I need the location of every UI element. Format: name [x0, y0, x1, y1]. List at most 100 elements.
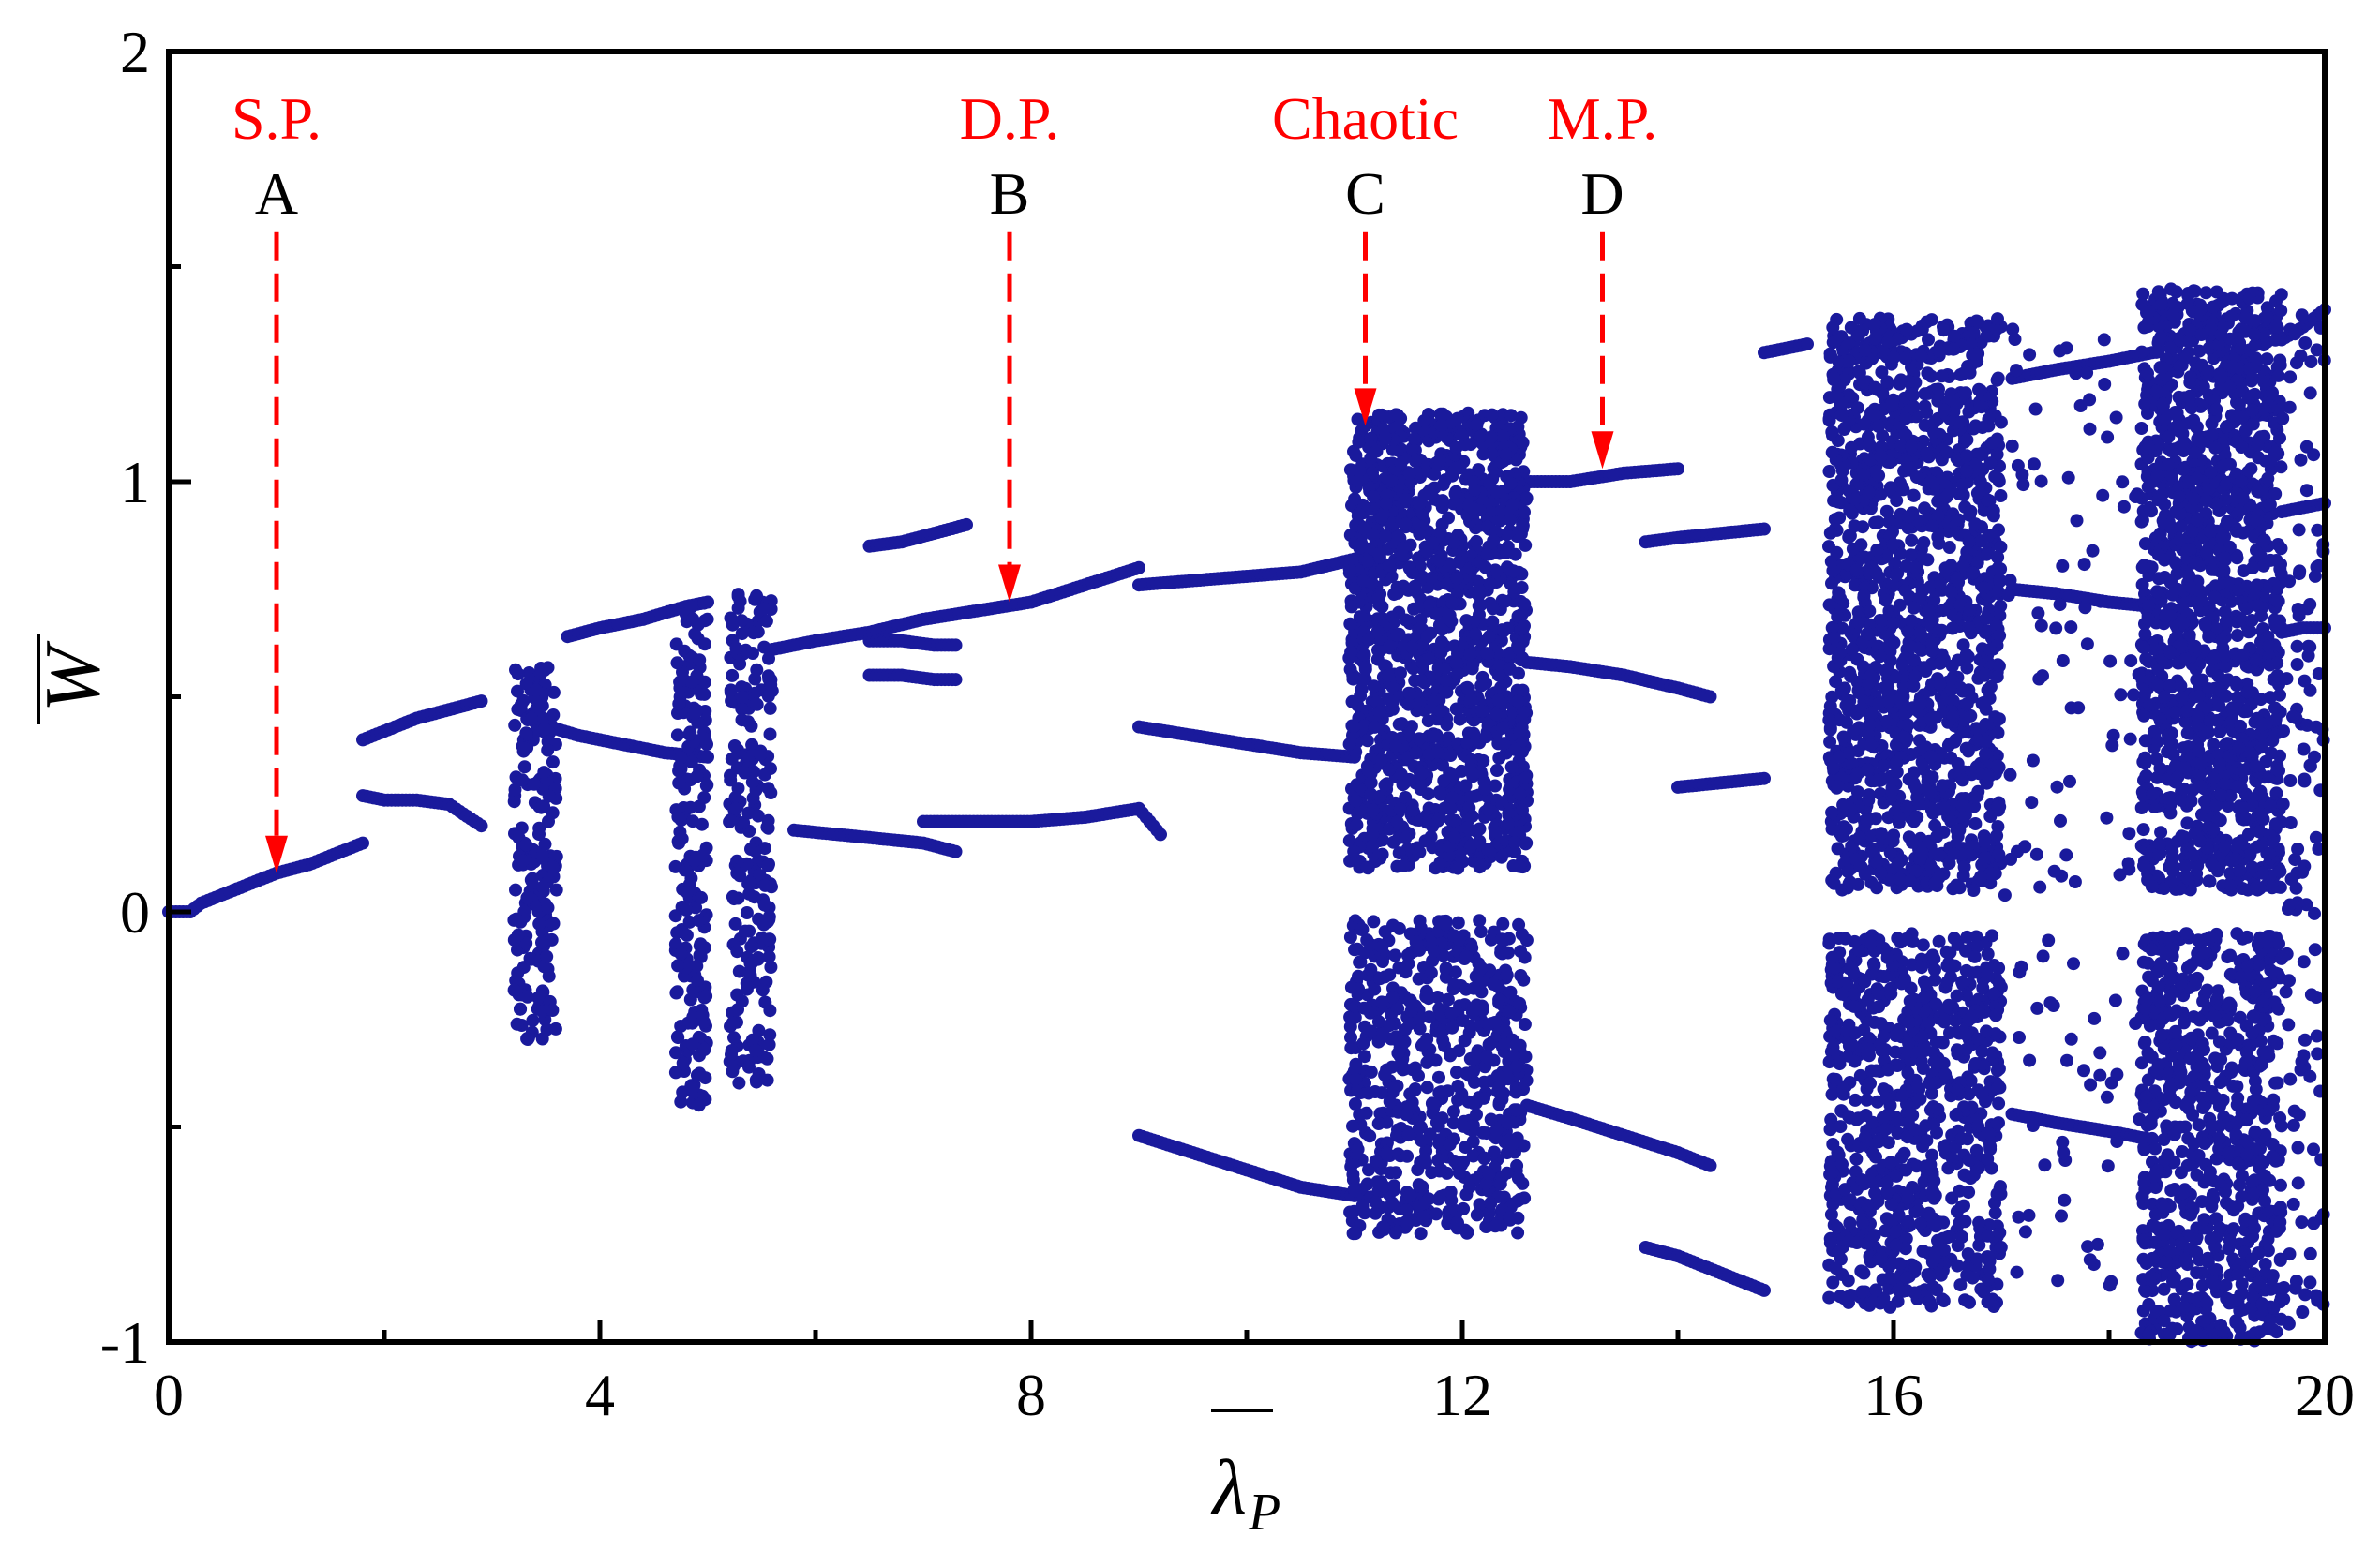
data-point: [537, 960, 551, 974]
data-point: [1502, 816, 1515, 830]
data-point: [1875, 614, 1889, 628]
data-point: [1360, 734, 1374, 748]
data-point: [1489, 825, 1503, 839]
data-point: [685, 1082, 699, 1096]
data-point: [542, 789, 556, 803]
data-point: [1357, 1206, 1371, 1220]
data-point: [1510, 1103, 1524, 1117]
data-point: [1491, 737, 1505, 751]
data-point: [1448, 486, 1462, 500]
data-point: [508, 783, 522, 797]
data-point: [1392, 846, 1406, 860]
data-point: [1348, 492, 1362, 506]
data-point: [1491, 979, 1505, 993]
data-point: [1484, 430, 1498, 444]
data-point: [1400, 1216, 1415, 1230]
data-point: [1380, 1147, 1394, 1161]
data-point: [1461, 682, 1475, 696]
data-point: [1400, 1149, 1415, 1163]
data-point: [1801, 337, 1814, 351]
data-point: [671, 1031, 685, 1045]
data-point: [1420, 630, 1434, 644]
data-point: [521, 1033, 534, 1046]
data-point: [1479, 730, 1493, 744]
data-point: [762, 1037, 776, 1051]
data-point: [1363, 1129, 1377, 1143]
data-point: [1349, 1227, 1363, 1240]
data-point: [668, 1066, 682, 1080]
data-point: [1344, 563, 1358, 577]
data-point: [1400, 1108, 1414, 1122]
data-point: [1489, 708, 1503, 722]
data-point: [1459, 779, 1473, 793]
data-point: [1371, 1117, 1385, 1130]
data-point: [1518, 1191, 1532, 1205]
data-point: [1485, 408, 1499, 422]
data-point: [1371, 592, 1385, 605]
data-point: [754, 748, 768, 762]
data-point: [1389, 408, 1403, 422]
data-point: [1356, 1036, 1370, 1051]
data-point: [1883, 845, 1897, 859]
data-point: [1447, 977, 1461, 992]
data-point: [1154, 828, 1167, 842]
data-point: [1508, 835, 1521, 849]
data-point: [1447, 536, 1461, 550]
data-point: [1489, 1219, 1503, 1233]
data-point: [1445, 791, 1459, 805]
data-point: [1369, 1155, 1383, 1169]
data-point: [1402, 772, 1416, 786]
data-point: [534, 666, 547, 680]
data-point: [1460, 1226, 1474, 1240]
data-point: [1519, 771, 1533, 785]
data-point: [535, 1005, 549, 1019]
data-point: [1897, 428, 1911, 442]
data-point: [1444, 1007, 1459, 1021]
data-point: [1417, 1152, 1431, 1166]
data-point: [1519, 836, 1534, 850]
data-point: [1367, 915, 1381, 929]
data-point: [1457, 1201, 1471, 1215]
data-point: [1392, 921, 1406, 935]
data-point: [507, 983, 521, 997]
data-point: [1901, 718, 1915, 732]
data-point: [1408, 579, 1422, 593]
data-point: [542, 969, 556, 983]
data-point: [1968, 817, 1983, 830]
data-point: [546, 860, 560, 874]
data-point: [1831, 842, 1845, 856]
data-point: [1977, 695, 1991, 709]
data-point: [1497, 624, 1511, 638]
data-point: [1370, 1175, 1385, 1189]
data-point: [1493, 1177, 1507, 1191]
data-point: [1491, 693, 1505, 708]
data-point: [735, 627, 749, 641]
data-point: [1467, 1065, 1480, 1078]
data-point: [1347, 720, 1361, 734]
data-point: [1346, 1119, 1359, 1133]
data-point: [509, 912, 523, 926]
data-point: [1447, 830, 1461, 844]
data-point: [1445, 1021, 1459, 1035]
data-point: [1400, 948, 1415, 962]
data-point: [726, 668, 740, 682]
data-point: [1371, 1035, 1385, 1049]
data-point: [1393, 802, 1407, 816]
data-point: [1510, 1158, 1524, 1172]
data-point: [1448, 813, 1462, 828]
data-point: [1516, 436, 1530, 450]
data-point: [1443, 1138, 1457, 1152]
data-point: [1459, 614, 1474, 628]
data-point: [1499, 447, 1513, 461]
data-point: [1993, 629, 2007, 643]
data-point: [1357, 648, 1371, 662]
data-point: [536, 880, 550, 894]
data-point: [546, 917, 561, 931]
data-point: [749, 697, 763, 711]
data-point: [1480, 547, 1494, 561]
data-point: [534, 800, 548, 814]
data-point: [1470, 1208, 1484, 1222]
data-point: [1450, 1066, 1463, 1080]
data-point: [735, 680, 749, 694]
data-point: [1394, 456, 1408, 470]
